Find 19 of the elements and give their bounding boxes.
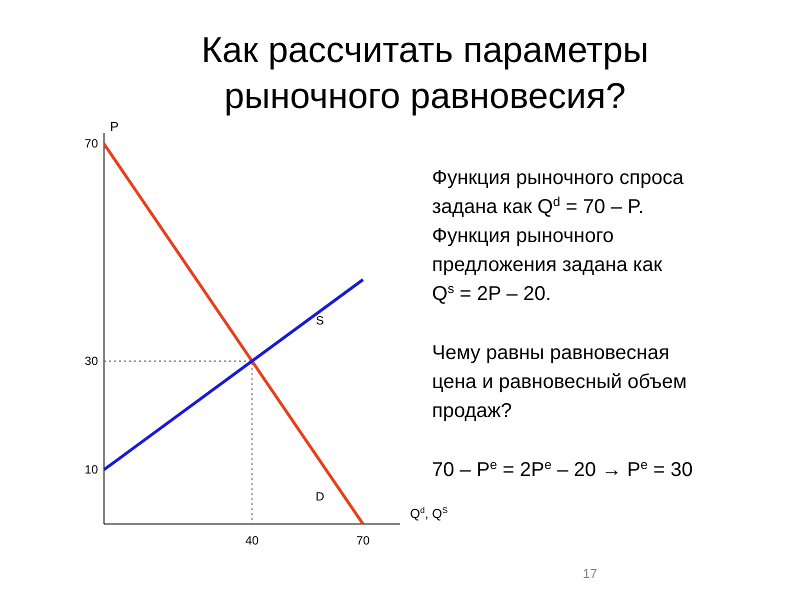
text: предложения задана как xyxy=(432,254,662,276)
text: продаж? xyxy=(432,400,512,422)
y-tick-label: 10 xyxy=(84,462,98,477)
text: задана как Q$^{d}$ = 70 – P. xyxy=(432,194,644,218)
series-label: S xyxy=(316,313,324,328)
x-tick-label: 40 xyxy=(245,534,259,548)
chart-title: Как рассчитать параметры рыночного равновесия? xyxy=(201,29,649,116)
text: Чему равны равновесная xyxy=(432,342,670,364)
text: цена и равновесный объем xyxy=(432,371,687,393)
text: Функция рыночного спроса xyxy=(432,167,684,189)
y-tick-label: 70 xyxy=(84,136,98,151)
text: Q$^{s}$ = 2P – 20. xyxy=(432,280,551,305)
series-label: D xyxy=(316,489,325,504)
x-axis-title: Q$^{d}$, Q$^{S}$ xyxy=(410,505,448,521)
text: Функция рыночного xyxy=(432,225,614,247)
y-axis-title: P xyxy=(110,119,119,134)
text: 70 – P$^{e}$ = 2P$^{e}$ – 20 → P$^{e}$ = 30 xyxy=(432,456,693,481)
y-tick-label: 30 xyxy=(84,354,98,368)
text: 17 xyxy=(582,566,598,581)
